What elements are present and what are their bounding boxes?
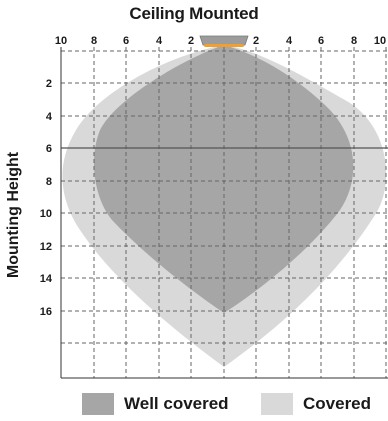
legend-label: Covered xyxy=(303,394,372,413)
x-tick-label: 10 xyxy=(374,35,386,47)
x-tick-label: 4 xyxy=(156,35,163,47)
diagram-title: Ceiling Mounted xyxy=(129,4,259,23)
legend-covered: Covered xyxy=(261,392,371,416)
y-tick-label: 4 xyxy=(46,111,53,123)
y-tick-label: 6 xyxy=(46,143,52,155)
x-tick-label: 6 xyxy=(123,35,129,47)
y-tick-label: 12 xyxy=(40,241,52,253)
y-tick-label: 2 xyxy=(46,78,52,90)
y-tick-label: 8 xyxy=(46,176,52,188)
legend-well-covered: Well covered xyxy=(82,392,229,416)
well-covered-swatch xyxy=(82,393,114,415)
y-tick-label: 14 xyxy=(40,273,53,285)
x-tick-label: 6 xyxy=(318,35,324,47)
covered-swatch xyxy=(261,393,293,415)
x-tick-label: 8 xyxy=(351,35,357,47)
x-tick-label: 2 xyxy=(253,35,259,47)
x-tick-label: 10 xyxy=(55,35,67,47)
ceiling-sensor-icon xyxy=(199,35,249,47)
y-tick-label: 16 xyxy=(40,306,52,318)
x-tick-label: 4 xyxy=(286,35,293,47)
y-tick-label: 10 xyxy=(40,208,52,220)
x-tick-label: 2 xyxy=(188,35,194,47)
x-tick-label: 8 xyxy=(91,35,97,47)
legend-label: Well covered xyxy=(124,394,229,413)
